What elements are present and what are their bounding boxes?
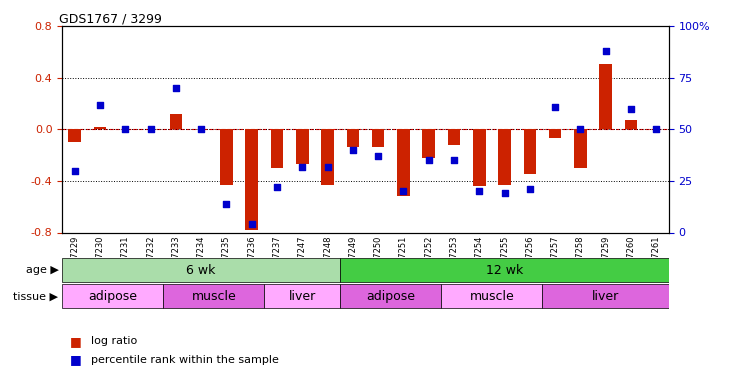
Text: adipose: adipose xyxy=(366,290,415,303)
Bar xyxy=(442,284,542,308)
Text: percentile rank within the sample: percentile rank within the sample xyxy=(91,355,279,365)
Point xyxy=(195,126,207,132)
Bar xyxy=(549,129,561,138)
Point xyxy=(651,126,662,132)
Point xyxy=(170,85,182,91)
Text: ■: ■ xyxy=(69,335,81,348)
Bar xyxy=(523,129,536,174)
Bar xyxy=(542,284,669,308)
Bar xyxy=(447,129,461,145)
Point xyxy=(119,126,131,132)
Bar xyxy=(296,129,308,164)
Point xyxy=(372,153,384,159)
Bar xyxy=(265,284,340,308)
Point xyxy=(625,106,637,112)
Point xyxy=(524,186,536,192)
Point xyxy=(549,104,561,110)
Point xyxy=(474,188,485,194)
Bar xyxy=(321,129,334,185)
Bar xyxy=(246,129,258,230)
Point xyxy=(499,190,510,196)
Bar xyxy=(220,129,232,185)
Bar xyxy=(340,284,442,308)
Bar xyxy=(599,64,612,129)
Bar xyxy=(94,127,107,129)
Bar xyxy=(346,129,359,147)
Point xyxy=(322,164,333,170)
Bar xyxy=(340,258,669,282)
Bar xyxy=(69,129,81,142)
Bar xyxy=(372,129,385,147)
Text: GDS1767 / 3299: GDS1767 / 3299 xyxy=(59,12,162,25)
Bar xyxy=(170,114,182,129)
Bar xyxy=(270,129,284,168)
Text: 6 wk: 6 wk xyxy=(186,264,216,276)
Text: ■: ■ xyxy=(69,354,81,366)
Bar xyxy=(499,129,511,185)
Bar xyxy=(397,129,410,196)
Bar xyxy=(574,129,587,168)
Text: liver: liver xyxy=(592,290,619,303)
Point xyxy=(246,221,257,227)
Text: log ratio: log ratio xyxy=(91,336,137,346)
Point xyxy=(69,168,80,174)
Bar xyxy=(624,120,637,129)
Bar xyxy=(423,129,435,158)
Text: muscle: muscle xyxy=(192,290,236,303)
Bar xyxy=(62,284,163,308)
Point xyxy=(297,164,308,170)
Text: 12 wk: 12 wk xyxy=(486,264,523,276)
Point xyxy=(423,158,434,164)
Point xyxy=(271,184,283,190)
Text: muscle: muscle xyxy=(469,290,515,303)
Point xyxy=(398,188,409,194)
Point xyxy=(575,126,586,132)
Point xyxy=(94,102,106,108)
Point xyxy=(347,147,359,153)
Bar xyxy=(62,258,340,282)
Point xyxy=(145,126,156,132)
Point xyxy=(221,201,232,207)
Bar xyxy=(163,284,265,308)
Point xyxy=(448,158,460,164)
Bar xyxy=(473,129,485,186)
Point xyxy=(600,48,612,54)
Text: tissue ▶: tissue ▶ xyxy=(13,291,58,301)
Text: liver: liver xyxy=(289,290,316,303)
Text: age ▶: age ▶ xyxy=(26,265,58,275)
Text: adipose: adipose xyxy=(88,290,137,303)
